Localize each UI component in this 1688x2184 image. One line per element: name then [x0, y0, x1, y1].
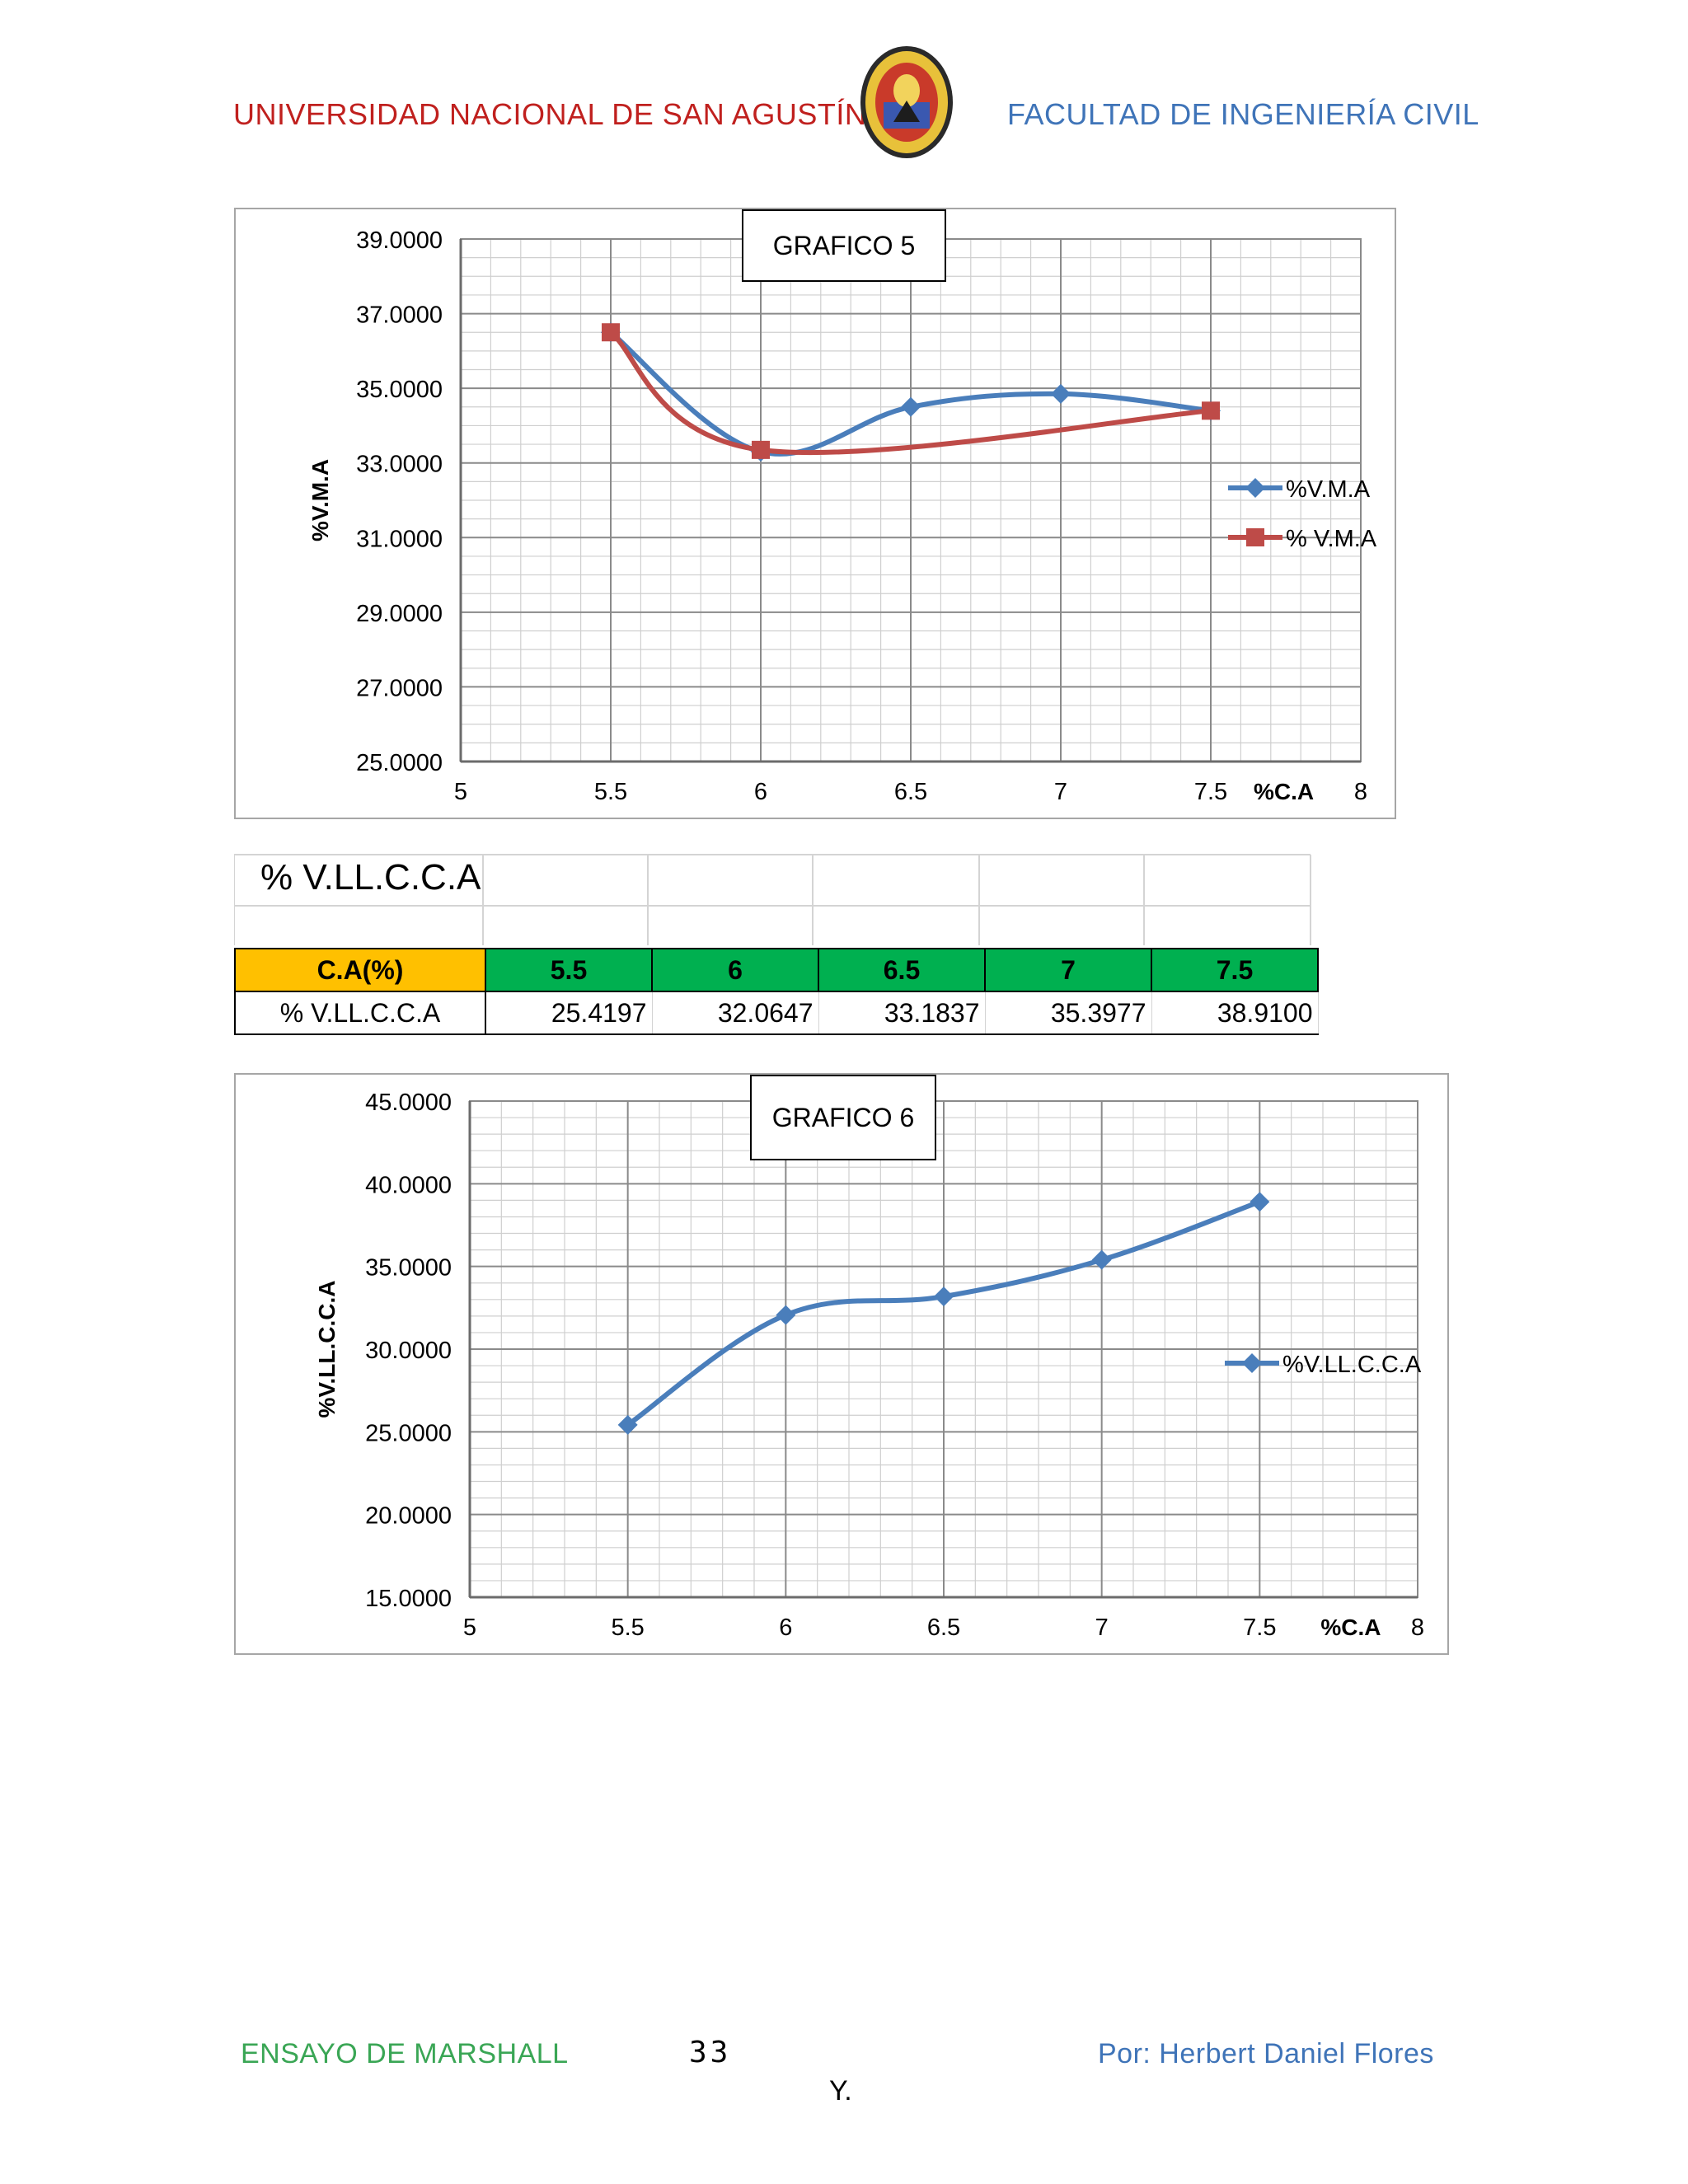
y-tick-label: 37.0000 — [356, 302, 443, 329]
header-cell: 7.5 — [1151, 948, 1319, 992]
sheet-grid-lines — [234, 854, 1311, 945]
data-point — [1202, 401, 1220, 420]
legend-marker — [1242, 1353, 1262, 1373]
y-tick-label: 15.0000 — [365, 1586, 452, 1612]
legend-marker — [1245, 478, 1265, 498]
x-tick-label: 8 — [1354, 779, 1367, 805]
footer-author: Por: Herbert Daniel Flores — [1098, 2038, 1434, 2069]
y-tick-label: 25.0000 — [365, 1420, 452, 1446]
major-gridlines — [469, 1100, 1418, 1598]
y-tick-label: 25.0000 — [356, 750, 443, 776]
value-cell: 33.1837 — [818, 991, 986, 1035]
data-point — [1091, 1249, 1112, 1270]
table-header-row: C.A(%) 5.5 6 6.5 7 7.5 — [234, 948, 1319, 992]
x-tick-label: 5 — [454, 779, 467, 805]
value-cell: 25.4197 — [485, 991, 653, 1035]
data-point — [752, 440, 770, 459]
footer-author-continued: Y. — [829, 2075, 852, 2107]
header-cell: 6 — [651, 948, 819, 992]
data-point — [901, 396, 921, 417]
y-axis-title: %V.LL.C.C.A — [314, 1281, 340, 1418]
value-cell: 38.9100 — [1151, 991, 1319, 1035]
x-tick-label: 7 — [1054, 779, 1067, 805]
data-point — [1250, 1192, 1270, 1212]
legend-marker — [1246, 528, 1264, 546]
header-label-cell: C.A(%) — [234, 948, 486, 992]
row-label-cell: % V.LL.C.C.A — [234, 991, 486, 1035]
y-tick-label: 33.0000 — [356, 452, 443, 478]
x-axis-title: %C.A — [1320, 1615, 1381, 1640]
header-cell: 6.5 — [818, 948, 986, 992]
chart-5: 25.0000 27.0000 29.0000 31.0000 33.0000 35.00… — [307, 227, 1377, 805]
x-tick-label: 8 — [1411, 1615, 1424, 1641]
chart-5-frame: 25.0000 27.0000 29.0000 31.0000 33.0000 35.00… — [234, 208, 1396, 819]
section-title: % V.LL.C.C.A — [260, 857, 481, 898]
university-name: UNIVERSIDAD NACIONAL DE SAN AGUSTÍN — [233, 97, 867, 131]
faculty-name: FACULTAD DE INGENIERÍA CIVIL — [1007, 97, 1479, 131]
chart-6-frame: 15.0000 20.0000 25.0000 30.0000 35.0000 40.00… — [234, 1073, 1449, 1655]
university-seal-logo — [857, 43, 956, 162]
y-tick-label: 35.0000 — [356, 377, 443, 403]
y-tick-label: 20.0000 — [365, 1503, 452, 1530]
chart-5-title: GRAFICO 5 — [742, 209, 946, 282]
y-tick-label: 31.0000 — [356, 526, 443, 552]
legend-label: %V.M.A — [1286, 476, 1371, 503]
x-tick-label: 6 — [754, 779, 767, 805]
value-cell: 32.0647 — [651, 991, 819, 1035]
data-point — [602, 323, 620, 342]
y-axis-title: %V.M.A — [307, 459, 333, 541]
y-tick-label: 27.0000 — [356, 675, 443, 701]
y-tick-label: 40.0000 — [365, 1172, 452, 1198]
x-tick-label: 5 — [463, 1615, 476, 1641]
x-tick-label: 7 — [1095, 1615, 1109, 1641]
footer-document-title: ENSAYO DE MARSHALL — [241, 2038, 569, 2069]
value-cell: 35.3977 — [984, 991, 1152, 1035]
x-tick-label: 7.5 — [1243, 1615, 1276, 1641]
legend-label: %V.LL.C.C.A — [1282, 1352, 1422, 1378]
x-tick-label: 5.5 — [594, 779, 627, 805]
header-cell: 5.5 — [485, 948, 653, 992]
x-tick-label: 6 — [779, 1615, 792, 1641]
y-tick-label: 29.0000 — [356, 601, 443, 627]
data-point — [934, 1286, 954, 1307]
table-row: % V.LL.C.C.A 25.4197 32.0647 33.1837 35.… — [234, 991, 1319, 1035]
y-tick-label: 39.0000 — [356, 227, 443, 254]
data-point — [1051, 383, 1071, 404]
y-tick-label: 30.0000 — [365, 1338, 452, 1364]
x-tick-label: 6.5 — [927, 1615, 960, 1641]
y-tick-label: 45.0000 — [365, 1090, 452, 1116]
header-cell: 7 — [984, 948, 1152, 992]
legend-label: % V.M.A — [1286, 526, 1377, 552]
x-axis-title: %C.A — [1254, 779, 1314, 804]
data-point — [776, 1305, 796, 1325]
x-tick-label: 6.5 — [894, 779, 927, 805]
data-table: C.A(%) 5.5 6 6.5 7 7.5 % V.LL.C.C.A 25.4… — [234, 948, 1319, 1035]
y-tick-label: 35.0000 — [365, 1255, 452, 1282]
series-line — [609, 330, 1212, 456]
data-point — [617, 1414, 638, 1435]
x-tick-label: 7.5 — [1194, 779, 1227, 805]
page-number: 33 — [689, 2036, 732, 2069]
x-tick-label: 5.5 — [612, 1615, 645, 1641]
chart-6: 15.0000 20.0000 25.0000 30.0000 35.0000 40.00… — [314, 1090, 1424, 1641]
chart-6-title: GRAFICO 6 — [750, 1075, 936, 1160]
